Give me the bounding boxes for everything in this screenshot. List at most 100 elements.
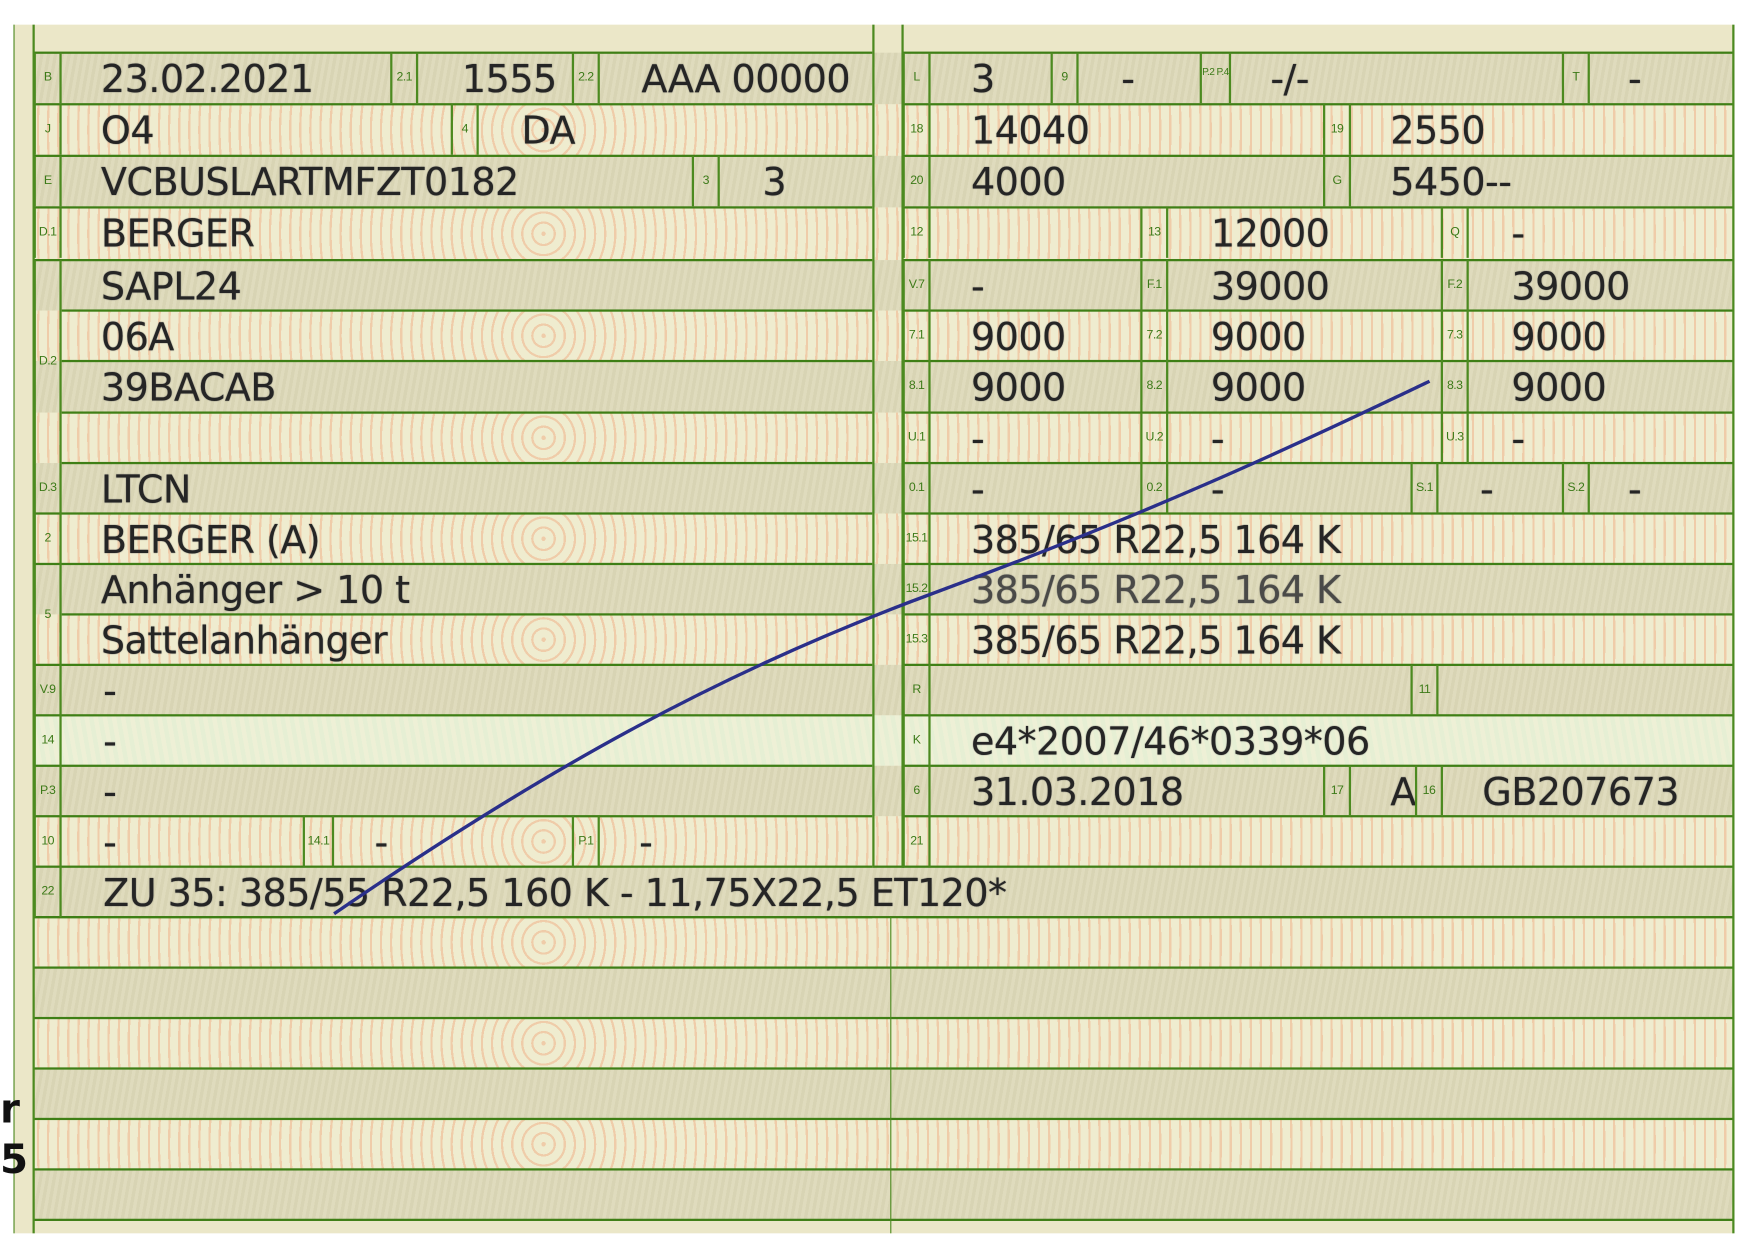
row-background xyxy=(33,765,1734,817)
field-label-15-2: 15.2 xyxy=(902,563,931,615)
field-T-value: - xyxy=(1627,57,1642,103)
field-label-4: 4 xyxy=(450,104,479,155)
rule-line xyxy=(61,309,873,312)
field-label-J: J xyxy=(33,104,62,155)
rule-line xyxy=(33,1218,1734,1221)
field-K-value: e4*2007/46*0339*06 xyxy=(970,719,1370,765)
field-label-0-2: 0.2 xyxy=(1140,463,1169,514)
field-label-7-3: 7.3 xyxy=(1440,310,1469,362)
field-13-value: 12000 xyxy=(1210,211,1330,257)
rule-line xyxy=(902,613,1734,616)
field-label-10: 10 xyxy=(33,816,62,867)
field-label-17: 17 xyxy=(1323,765,1352,817)
field-9-value: - xyxy=(1121,57,1135,103)
row-background xyxy=(33,463,1734,514)
rule-line xyxy=(902,103,1734,106)
row-background xyxy=(33,513,1734,564)
row-background xyxy=(33,155,1734,208)
row-background xyxy=(33,104,1734,156)
field-V9-value: - xyxy=(103,669,117,715)
rule-line xyxy=(33,1016,1734,1020)
field-D2-line-1: SAPL24 xyxy=(100,264,242,310)
rule-line xyxy=(902,309,1734,312)
field-D3-value: LTCN xyxy=(100,467,192,513)
field-label-6: 6 xyxy=(902,765,931,817)
field-label-U2: U.2 xyxy=(1140,412,1169,464)
field-label-22: 22 xyxy=(33,866,62,918)
field-label-Q: Q xyxy=(1440,207,1469,258)
field-label-T: T xyxy=(1561,52,1590,104)
field-label-3: 3 xyxy=(691,155,720,207)
field-P3-value: - xyxy=(103,770,117,816)
field-17-value: A xyxy=(1390,770,1416,816)
field-label-D1: D.1 xyxy=(33,207,62,258)
field-label-P1: P.1 xyxy=(571,816,600,867)
field-D1-value: BERGER xyxy=(100,211,255,257)
field-J-value: O4 xyxy=(100,108,155,154)
field-label-20: 20 xyxy=(902,155,931,207)
rule-line xyxy=(872,24,875,867)
row-background xyxy=(33,412,1734,464)
rule-line xyxy=(890,917,892,1234)
rule-line xyxy=(902,562,1734,566)
field-label-L: L xyxy=(902,52,931,104)
field-P1-value: - xyxy=(639,820,653,866)
field-label-16: 16 xyxy=(1414,765,1443,817)
field-label-D2: D.2 xyxy=(33,260,62,464)
field-L-value: 3 xyxy=(970,57,995,103)
row-background xyxy=(33,664,1734,716)
field-label-8-2: 8.2 xyxy=(1140,361,1169,412)
field-label-2-2: 2.2 xyxy=(571,52,600,104)
field-label-D3: D.3 xyxy=(33,463,62,514)
margin-character: 5 xyxy=(0,1136,29,1183)
field-label-P2-P4: P.2 P.4 xyxy=(1199,52,1232,104)
rule-line xyxy=(33,916,1734,919)
field-label-0-1: 0.1 xyxy=(902,463,931,514)
field-Q-value: - xyxy=(1511,211,1525,257)
row-background xyxy=(33,967,1734,1019)
field-label-V7: V.7 xyxy=(902,260,931,311)
field-2-1-value: 1555 xyxy=(461,57,557,103)
field-label-S1: S.1 xyxy=(1410,463,1439,514)
field-G-value: 5450-- xyxy=(1390,160,1512,206)
rule-line xyxy=(33,51,873,54)
field-7-1-value: 9000 xyxy=(970,315,1066,360)
field-F2-value: 39000 xyxy=(1511,264,1630,310)
field-label-V9: V.9 xyxy=(33,664,62,716)
rule-line xyxy=(902,51,1734,54)
field-label-13: 13 xyxy=(1140,207,1169,258)
field-label-8-3: 8.3 xyxy=(1440,361,1469,412)
field-0-1-value: - xyxy=(970,467,985,513)
rule-line xyxy=(61,461,873,465)
field-16-value: GB207673 xyxy=(1482,770,1679,816)
field-18-value: 14040 xyxy=(970,108,1090,154)
rule-line xyxy=(902,154,1734,157)
rule-line xyxy=(902,411,1734,414)
row-background xyxy=(33,1018,1734,1069)
rule-line xyxy=(902,461,1734,465)
row-background xyxy=(33,563,1734,615)
field-6-value: 31.03.2018 xyxy=(970,770,1184,816)
field-label-7-2: 7.2 xyxy=(1140,310,1169,362)
field-label-14: 14 xyxy=(33,715,62,766)
field-label-8-1: 8.1 xyxy=(902,361,931,412)
row-background xyxy=(33,310,1734,362)
field-U3-value: - xyxy=(1511,417,1525,462)
field-20-value: 4000 xyxy=(970,160,1066,206)
field-2-2-value: AAA 00000 xyxy=(641,57,851,103)
rule-line xyxy=(61,411,873,414)
rule-line xyxy=(902,359,1734,363)
field-label-21: 21 xyxy=(902,816,931,867)
field-P2-P4-value: -/- xyxy=(1270,57,1310,103)
field-label-11: 11 xyxy=(1410,664,1439,716)
field-14-1-value: - xyxy=(374,820,388,866)
field-label-E: E xyxy=(33,155,62,207)
field-label-7-1: 7.1 xyxy=(902,310,931,362)
row-background xyxy=(33,1068,1734,1119)
field-label-K: K xyxy=(902,715,931,766)
rule-line xyxy=(902,815,1734,818)
rule-line xyxy=(33,1168,1734,1171)
rule-line xyxy=(33,154,873,157)
field-label-15-1: 15.1 xyxy=(902,513,931,564)
